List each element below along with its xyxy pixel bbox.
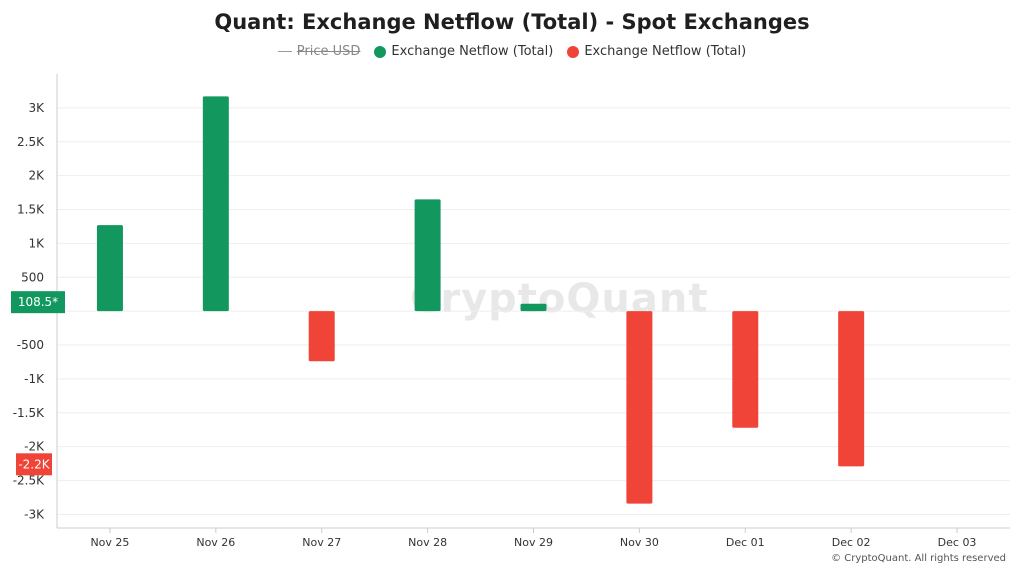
copyright-text: © CryptoQuant. All rights reserved <box>831 553 1006 564</box>
x-tick-label: Nov 25 <box>90 536 129 549</box>
x-tick-label: Nov 27 <box>302 536 341 549</box>
bar-nov-29 <box>520 303 547 312</box>
y-tick-label: -2.5K <box>13 474 45 488</box>
current-value-badge-label: 108.5* <box>18 295 58 309</box>
y-tick-label: -1K <box>24 372 45 386</box>
legend-item-price-usd[interactable]: Price USD <box>277 44 361 59</box>
current-value-badge-label: -2.2K <box>18 457 50 471</box>
y-tick-label: 3K <box>28 101 45 115</box>
legend-line-icon <box>277 51 292 52</box>
x-tick-label: Nov 26 <box>196 536 235 549</box>
current-value-badge <box>11 291 65 314</box>
legend-label-netflow-negative: Exchange Netflow (Total) <box>584 44 747 59</box>
bar-dec-01 <box>732 311 759 428</box>
bar-nov-27 <box>308 311 335 362</box>
y-tick-label: -2K <box>24 440 45 454</box>
y-tick-label: -3K <box>24 507 45 521</box>
legend-dot-icon <box>374 45 387 58</box>
current-value-badge <box>16 453 52 476</box>
y-tick-label: 2K <box>28 169 45 183</box>
x-tick-label: Nov 29 <box>514 536 553 549</box>
legend-item-netflow-positive[interactable]: Exchange Netflow (Total) <box>374 44 553 59</box>
legend-item-netflow-negative[interactable]: Exchange Netflow (Total) <box>567 44 746 59</box>
bar-dec-02 <box>838 311 865 467</box>
legend-label-netflow-positive: Exchange Netflow (Total) <box>391 44 554 59</box>
legend-dot-icon <box>567 45 580 58</box>
y-tick-label: 500 <box>21 270 44 284</box>
bar-nov-26 <box>202 96 229 312</box>
chart-title: Quant: Exchange Netflow (Total) - Spot E… <box>214 10 810 34</box>
x-tick-label: Dec 01 <box>726 536 765 549</box>
chart-legend: Price USD Exchange Netflow (Total) Excha… <box>0 44 1024 59</box>
bar-nov-25 <box>96 225 123 312</box>
x-tick-label: Nov 28 <box>408 536 447 549</box>
bar-nov-28 <box>414 199 441 312</box>
legend-label-price-usd: Price USD <box>296 44 361 59</box>
watermark: CryptoQuant <box>410 276 709 322</box>
x-tick-label: Dec 02 <box>832 536 871 549</box>
y-tick-label: -500 <box>17 338 44 352</box>
bar-nov-30 <box>626 311 653 504</box>
x-tick-label: Dec 03 <box>938 536 977 549</box>
x-tick-label: Nov 30 <box>620 536 659 549</box>
y-tick-label: 1K <box>28 236 45 250</box>
y-tick-label: 1.5K <box>17 203 45 217</box>
y-tick-label: 2.5K <box>17 135 45 149</box>
y-tick-label: -1.5K <box>13 406 45 420</box>
